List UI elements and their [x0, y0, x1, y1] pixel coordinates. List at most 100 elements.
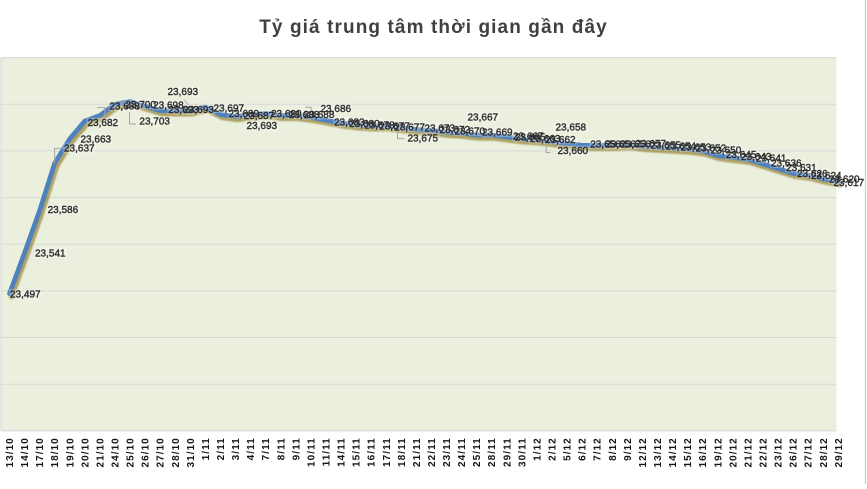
svg-text:28/10: 28/10	[171, 437, 182, 467]
svg-text:11/11: 11/11	[322, 437, 333, 466]
svg-text:8/11: 8/11	[276, 437, 287, 460]
svg-text:23,693: 23,693	[247, 121, 278, 132]
svg-text:21/12: 21/12	[743, 437, 754, 467]
svg-text:23,678: 23,678	[364, 120, 395, 131]
svg-text:Tỷ giá trung tâm thời gian gần: Tỷ giá trung tâm thời gian gần đây	[259, 17, 608, 38]
svg-text:23,690: 23,690	[271, 109, 302, 120]
svg-text:23,617: 23,617	[834, 178, 865, 189]
svg-text:14/11: 14/11	[337, 437, 348, 467]
svg-text:10/11: 10/11	[306, 437, 317, 467]
svg-text:7/12: 7/12	[593, 437, 604, 461]
svg-text:21/10: 21/10	[95, 437, 106, 467]
svg-text:19/10: 19/10	[65, 437, 76, 467]
svg-text:1/12: 1/12	[533, 437, 544, 461]
svg-text:17/11: 17/11	[382, 437, 393, 467]
svg-text:28/11: 28/11	[487, 437, 498, 467]
svg-text:23,663: 23,663	[81, 134, 112, 145]
svg-text:23,636: 23,636	[771, 158, 802, 169]
svg-text:23,672: 23,672	[440, 125, 471, 136]
svg-text:13/10: 13/10	[5, 437, 16, 467]
svg-text:23,641: 23,641	[756, 154, 787, 165]
svg-text:23,657: 23,657	[635, 139, 666, 150]
svg-text:23,683: 23,683	[334, 118, 365, 129]
svg-text:22/11: 22/11	[427, 437, 438, 467]
svg-text:23,541: 23,541	[35, 248, 66, 259]
svg-text:20/10: 20/10	[80, 437, 91, 467]
svg-text:23,655: 23,655	[650, 141, 681, 152]
svg-text:23,693: 23,693	[183, 105, 214, 116]
svg-text:23,662: 23,662	[545, 135, 576, 146]
svg-text:23,682: 23,682	[88, 118, 119, 129]
svg-text:14/12: 14/12	[668, 437, 679, 467]
svg-text:23,658: 23,658	[556, 122, 587, 133]
svg-text:29/11: 29/11	[502, 437, 513, 467]
svg-text:23,667: 23,667	[468, 112, 499, 123]
svg-text:23,697: 23,697	[214, 103, 245, 114]
svg-text:23,626: 23,626	[797, 169, 828, 180]
svg-text:24/10: 24/10	[111, 437, 122, 467]
svg-text:4/11: 4/11	[246, 437, 257, 460]
svg-text:23,688: 23,688	[304, 110, 335, 121]
svg-text:2/12: 2/12	[548, 437, 559, 461]
svg-text:15/12: 15/12	[683, 437, 694, 467]
svg-text:23,687: 23,687	[244, 111, 275, 122]
svg-text:16/12: 16/12	[698, 437, 709, 467]
svg-text:20/12: 20/12	[728, 437, 739, 467]
svg-text:3/11: 3/11	[231, 437, 242, 460]
svg-text:23,703: 23,703	[139, 116, 170, 127]
svg-text:23/12: 23/12	[774, 437, 785, 467]
svg-text:23,656: 23,656	[620, 140, 651, 151]
svg-text:28/12: 28/12	[819, 437, 830, 467]
svg-text:23/11: 23/11	[442, 437, 453, 467]
svg-text:23,653: 23,653	[681, 143, 712, 154]
svg-text:21/11: 21/11	[412, 437, 423, 467]
svg-text:27/12: 27/12	[804, 437, 815, 467]
svg-text:23,677: 23,677	[394, 122, 425, 133]
svg-text:23,620: 23,620	[829, 175, 860, 186]
svg-text:5/12: 5/12	[563, 437, 574, 461]
svg-text:27/10: 27/10	[156, 437, 167, 467]
svg-text:23,650: 23,650	[711, 145, 742, 156]
svg-text:26/12: 26/12	[789, 437, 800, 467]
svg-text:23,665: 23,665	[515, 132, 546, 143]
svg-text:25/11: 25/11	[472, 437, 483, 467]
svg-text:23,680: 23,680	[349, 119, 380, 130]
svg-text:18/10: 18/10	[50, 437, 61, 467]
svg-text:14/10: 14/10	[20, 437, 31, 467]
svg-text:2/11: 2/11	[216, 437, 227, 460]
svg-text:15/11: 15/11	[352, 437, 363, 467]
svg-text:23,693: 23,693	[168, 105, 199, 116]
svg-text:29/12: 29/12	[834, 437, 845, 467]
svg-text:23,688: 23,688	[289, 110, 320, 121]
svg-text:23,700: 23,700	[125, 100, 156, 111]
svg-text:23,698: 23,698	[153, 101, 184, 112]
svg-text:23,652: 23,652	[696, 144, 727, 155]
svg-text:23,631: 23,631	[786, 163, 817, 174]
svg-text:13/12: 13/12	[653, 437, 664, 467]
svg-text:19/12: 19/12	[713, 437, 724, 467]
svg-text:23,497: 23,497	[10, 289, 41, 300]
svg-text:6/12: 6/12	[578, 437, 589, 461]
svg-text:23,637: 23,637	[64, 144, 95, 155]
svg-text:23,688: 23,688	[109, 102, 140, 113]
svg-text:23,686: 23,686	[321, 104, 352, 115]
svg-text:18/11: 18/11	[397, 437, 408, 467]
svg-text:23,656: 23,656	[605, 140, 636, 151]
svg-text:23,654: 23,654	[666, 142, 697, 153]
svg-text:1/11: 1/11	[201, 437, 212, 460]
svg-text:24/11: 24/11	[457, 437, 468, 467]
svg-text:9/11: 9/11	[291, 437, 302, 460]
svg-text:31/10: 31/10	[186, 437, 197, 467]
svg-text:23,669: 23,669	[482, 128, 513, 139]
svg-text:23,670: 23,670	[455, 126, 486, 137]
svg-text:23,663: 23,663	[530, 134, 561, 145]
svg-text:23,643: 23,643	[741, 152, 772, 163]
svg-text:23,693: 23,693	[168, 87, 199, 98]
svg-text:23,586: 23,586	[48, 205, 79, 216]
svg-text:25/10: 25/10	[126, 437, 137, 467]
svg-text:23,624: 23,624	[811, 171, 842, 182]
svg-text:16/11: 16/11	[367, 437, 378, 467]
svg-text:26/10: 26/10	[141, 437, 152, 467]
svg-text:7/11: 7/11	[261, 437, 272, 460]
svg-text:22/12: 22/12	[759, 437, 770, 467]
